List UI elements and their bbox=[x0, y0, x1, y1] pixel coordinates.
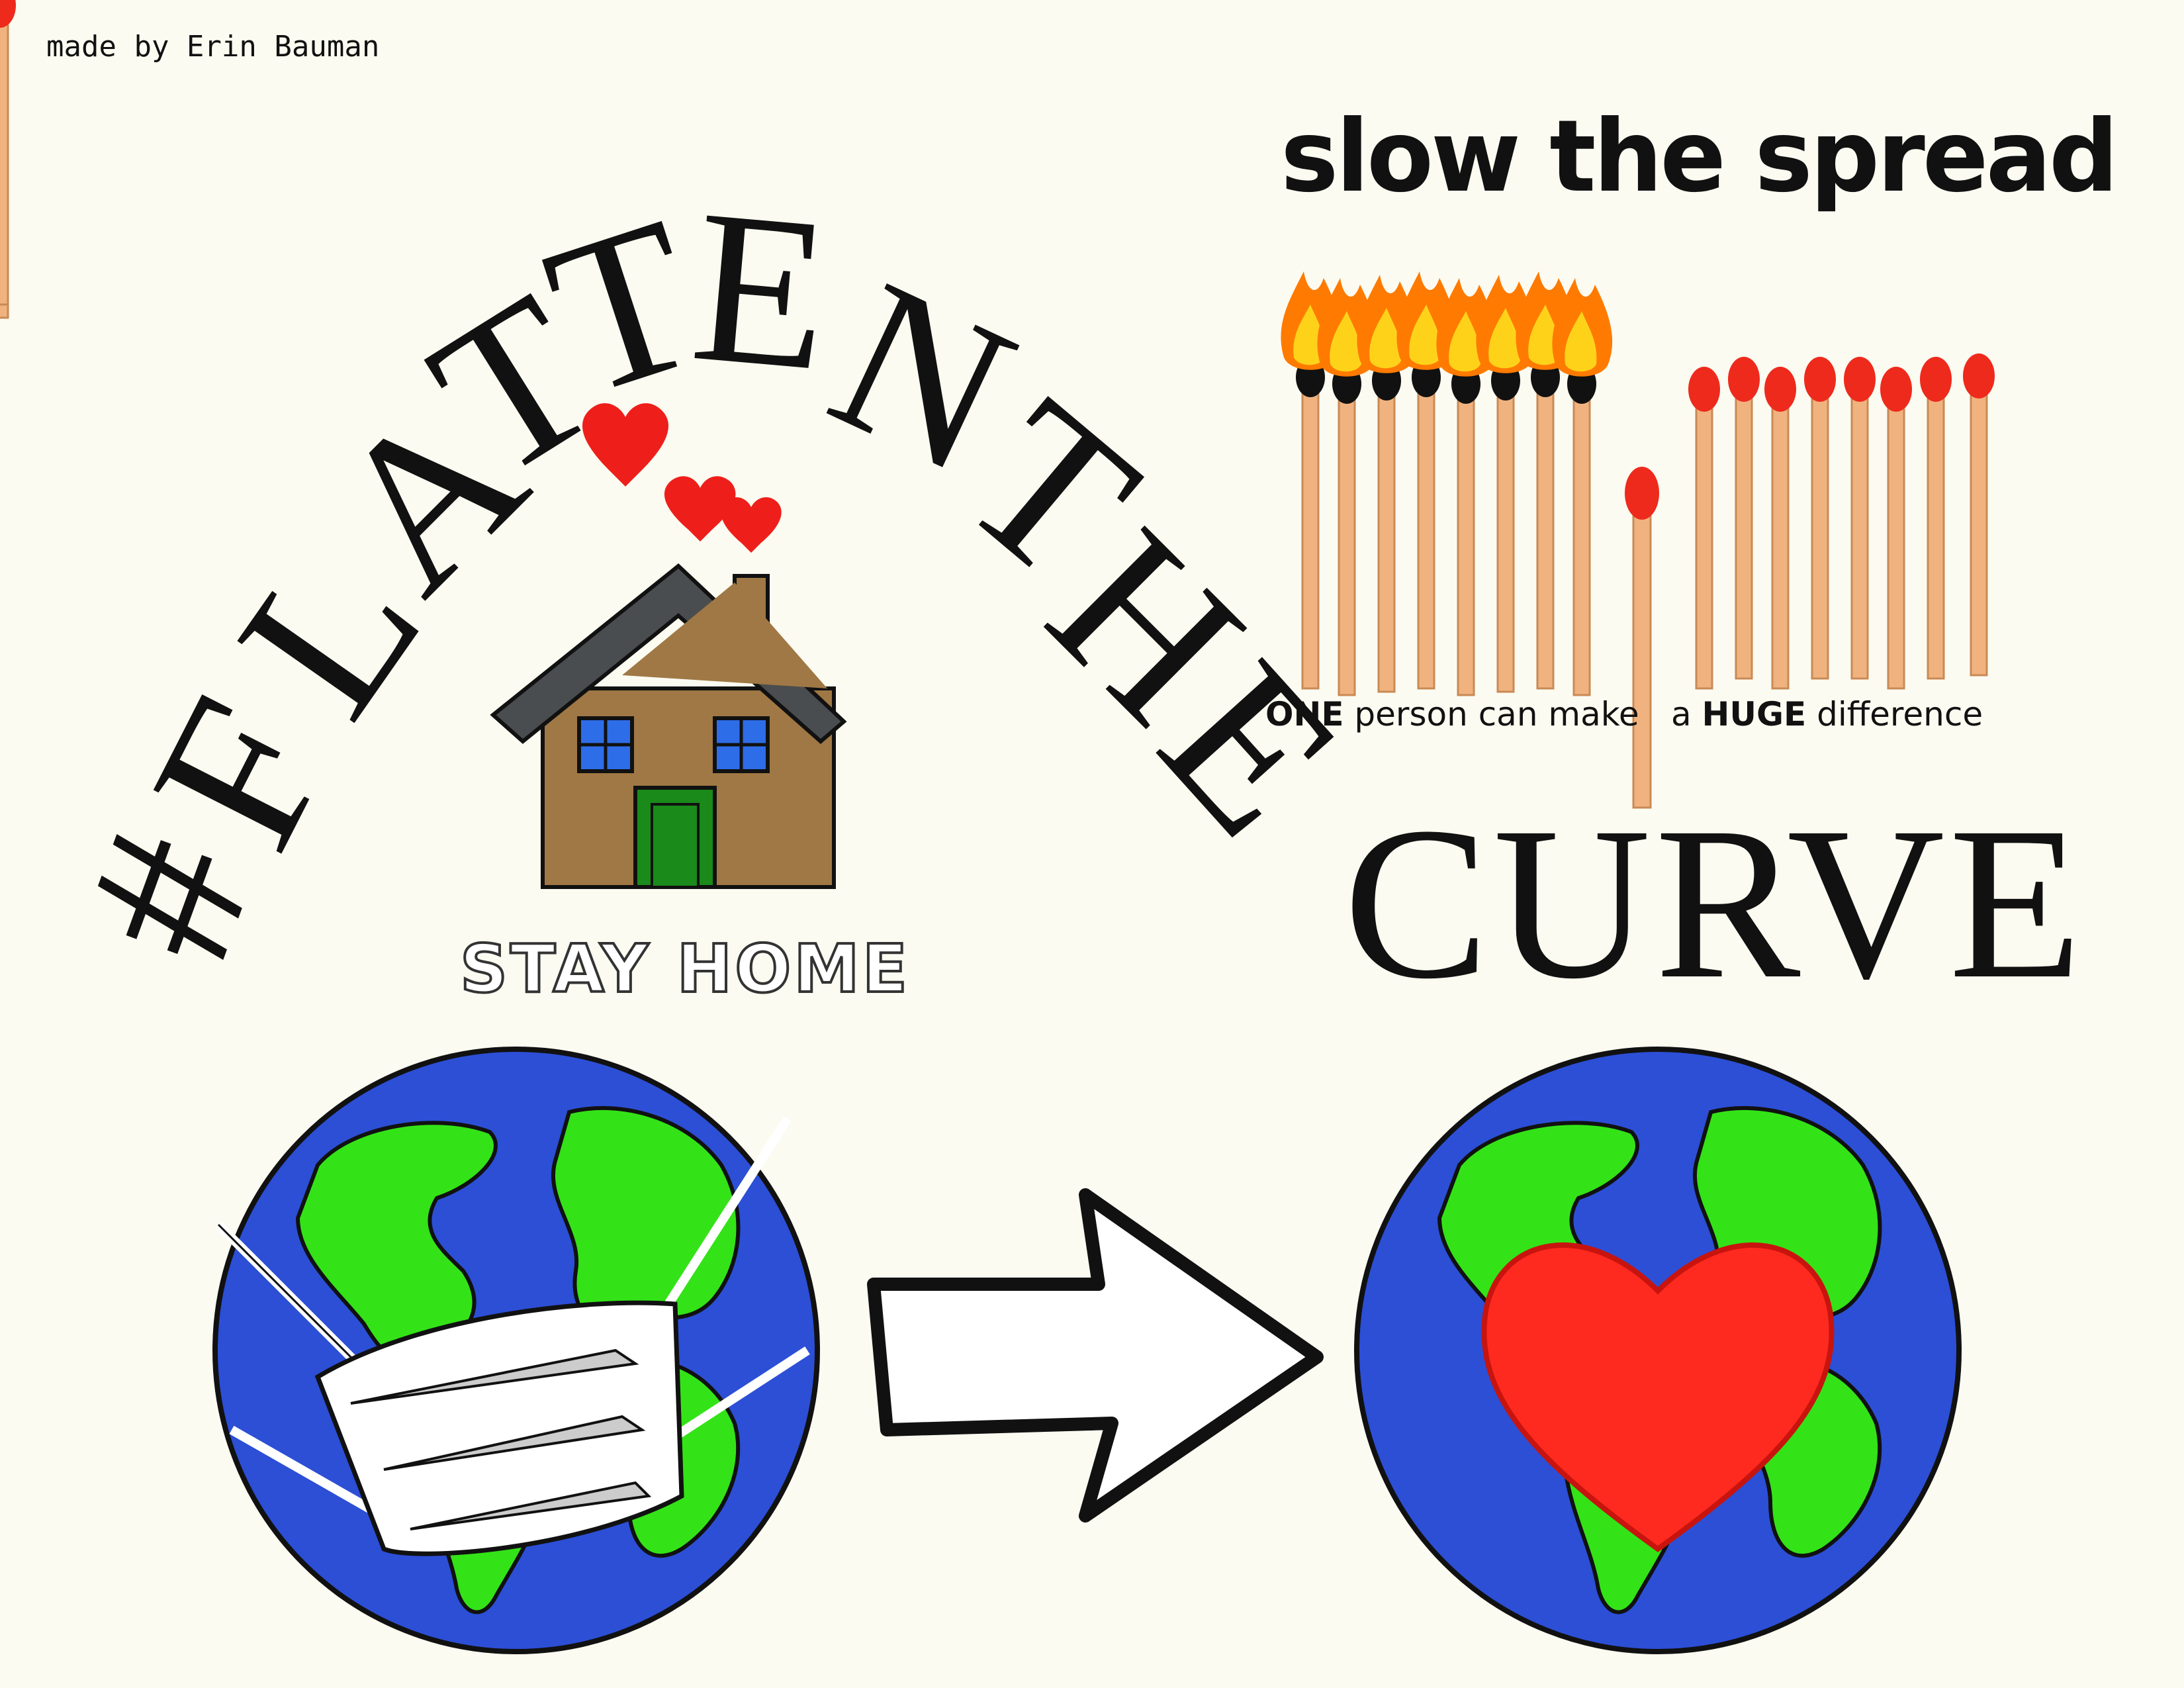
match-icon bbox=[1727, 355, 1761, 680]
globe-with-heart-icon bbox=[1354, 1047, 1962, 1654]
curve-word: CURVE bbox=[1343, 782, 2086, 1024]
match-icon bbox=[1962, 352, 1996, 677]
match-icon bbox=[1843, 355, 1877, 680]
heart-icon bbox=[582, 403, 782, 553]
stay-home-label: STAY HOME bbox=[459, 929, 911, 1009]
arrow-right-icon bbox=[867, 1188, 1324, 1523]
match-icon bbox=[1879, 365, 1913, 690]
heart-icon bbox=[1481, 1242, 1835, 1552]
caption-one-rest: person can make bbox=[1343, 695, 1639, 733]
unlit-matches bbox=[0, 0, 1996, 690]
author-credit: made by Erin Bauman bbox=[46, 30, 380, 64]
house-icon bbox=[490, 563, 847, 889]
arc-letter: E bbox=[684, 164, 839, 416]
match-icon bbox=[1625, 467, 1659, 809]
caption-huge-difference: a HUGE difference bbox=[1671, 695, 1983, 733]
caption-huge-pre: a bbox=[1671, 695, 1702, 733]
match-icon bbox=[1763, 365, 1797, 690]
match-icon bbox=[1687, 365, 1721, 690]
caption-one-person: ONE person can make bbox=[1265, 695, 1639, 733]
slow-the-spread-title: slow the spread bbox=[1281, 99, 2118, 214]
caption-one-bold: ONE bbox=[1265, 695, 1344, 733]
match-icon bbox=[1919, 355, 1953, 680]
flatten-headline: # F L A T T E N T H E bbox=[36, 164, 1385, 990]
burning-match-icon bbox=[1551, 277, 1614, 696]
globe-with-mask-icon bbox=[212, 1047, 820, 1654]
match-icon bbox=[1803, 355, 1837, 680]
caption-huge-bold: HUGE bbox=[1702, 695, 1807, 733]
caption-huge-rest: difference bbox=[1806, 695, 1983, 733]
